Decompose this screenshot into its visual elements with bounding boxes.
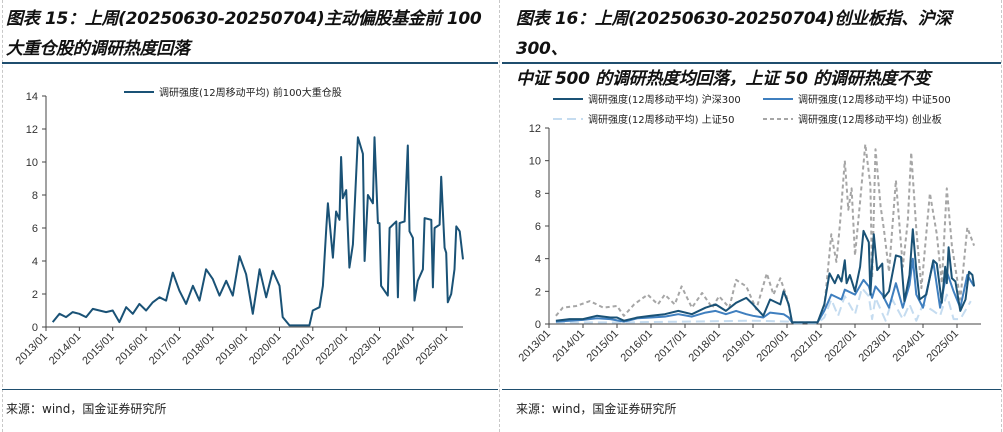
right-chart: 0246810122013/012014/012015/012016/01201… xyxy=(517,93,981,364)
y-tick-label: 0 xyxy=(32,322,38,334)
y-tick-label: 14 xyxy=(26,91,38,103)
left-chart: 024681012142013/012014/012015/012016/012… xyxy=(14,86,464,368)
right-bottom-rule xyxy=(502,389,1001,390)
series-line-0 xyxy=(555,228,976,324)
left-source-note: 来源：wind，国金证券研究所 xyxy=(6,402,167,416)
legend-label: 调研强度(12周移动平均) 中证500 xyxy=(798,93,951,106)
x-tick-label: 2017/01 xyxy=(653,328,690,365)
y-tick-label: 10 xyxy=(529,156,541,168)
x-tick-label: 2024/01 xyxy=(380,331,417,368)
series-line-3 xyxy=(555,143,976,324)
x-tick-label: 2020/01 xyxy=(755,328,792,365)
right-title-line1: 图表 16：上周(20250630-20250704)创业板指、沪深 300、 xyxy=(516,9,952,59)
x-tick-label: 2016/01 xyxy=(114,331,151,368)
y-tick-label: 6 xyxy=(32,223,38,235)
left-title-line2: 大重仓股的调研热度回落 xyxy=(6,39,190,59)
x-tick-label: 2016/01 xyxy=(619,328,656,365)
y-tick-label: 0 xyxy=(535,319,541,331)
y-tick-label: 2 xyxy=(535,286,541,298)
right-title-rule xyxy=(502,62,1001,64)
left-figure-title: 图表 15：上周(20250630-20250704)主动偏股基金前 100 大… xyxy=(6,4,482,64)
left-title-rule xyxy=(2,62,498,64)
y-tick-label: 12 xyxy=(529,123,541,135)
x-tick-label: 2023/01 xyxy=(857,328,894,365)
x-tick-label: 2019/01 xyxy=(214,331,251,368)
x-tick-label: 2025/01 xyxy=(925,328,962,365)
legend-label: 调研强度(12周移动平均) 上证50 xyxy=(588,113,734,126)
x-tick-label: 2021/01 xyxy=(789,328,826,365)
series-line-0 xyxy=(51,136,464,327)
legend-label: 调研强度(12周移动平均) 创业板 xyxy=(798,113,942,126)
x-tick-label: 2024/01 xyxy=(891,328,928,365)
left-title-line1: 图表 15：上周(20250630-20250704)主动偏股基金前 100 xyxy=(6,9,482,29)
right-source-note: 来源：wind，国金证券研究所 xyxy=(516,402,677,416)
x-tick-label: 2015/01 xyxy=(80,331,117,368)
x-tick-label: 2013/01 xyxy=(14,331,51,368)
x-tick-label: 2023/01 xyxy=(347,331,384,368)
y-tick-label: 6 xyxy=(535,221,541,233)
y-tick-label: 4 xyxy=(32,256,38,268)
border-right xyxy=(1001,0,1002,432)
x-tick-label: 2022/01 xyxy=(823,328,860,365)
y-tick-label: 8 xyxy=(535,188,541,200)
right-title-line2: 中证 500 的调研热度均回落，上证 50 的调研热度不变 xyxy=(516,69,931,89)
right-figure-title: 图表 16：上周(20250630-20250704)创业板指、沪深 300、 … xyxy=(516,4,1003,94)
x-tick-label: 2014/01 xyxy=(551,328,588,365)
x-tick-label: 2017/01 xyxy=(147,331,184,368)
left-bottom-rule xyxy=(2,389,498,390)
x-tick-label: 2018/01 xyxy=(180,331,217,368)
x-tick-label: 2020/01 xyxy=(247,331,284,368)
legend-label: 调研强度(12周移动平均) 沪深300 xyxy=(588,93,741,106)
border-left xyxy=(2,0,3,432)
x-tick-label: 2021/01 xyxy=(280,331,317,368)
y-tick-label: 10 xyxy=(26,157,38,169)
legend-label: 调研强度(12周移动平均) 前100大重仓股 xyxy=(159,86,342,99)
x-tick-label: 2018/01 xyxy=(687,328,724,365)
series-line-1 xyxy=(555,257,975,324)
y-tick-label: 8 xyxy=(32,190,38,202)
x-tick-label: 2019/01 xyxy=(721,328,758,365)
x-tick-label: 2015/01 xyxy=(585,328,622,365)
x-tick-label: 2013/01 xyxy=(517,328,554,365)
series-line-2 xyxy=(555,287,972,325)
x-tick-label: 2025/01 xyxy=(414,331,451,368)
y-tick-label: 2 xyxy=(32,289,38,301)
x-tick-label: 2014/01 xyxy=(47,331,84,368)
x-tick-label: 2022/01 xyxy=(314,331,351,368)
panel-divider xyxy=(499,0,500,432)
y-tick-label: 4 xyxy=(535,254,541,266)
y-tick-label: 12 xyxy=(26,124,38,136)
